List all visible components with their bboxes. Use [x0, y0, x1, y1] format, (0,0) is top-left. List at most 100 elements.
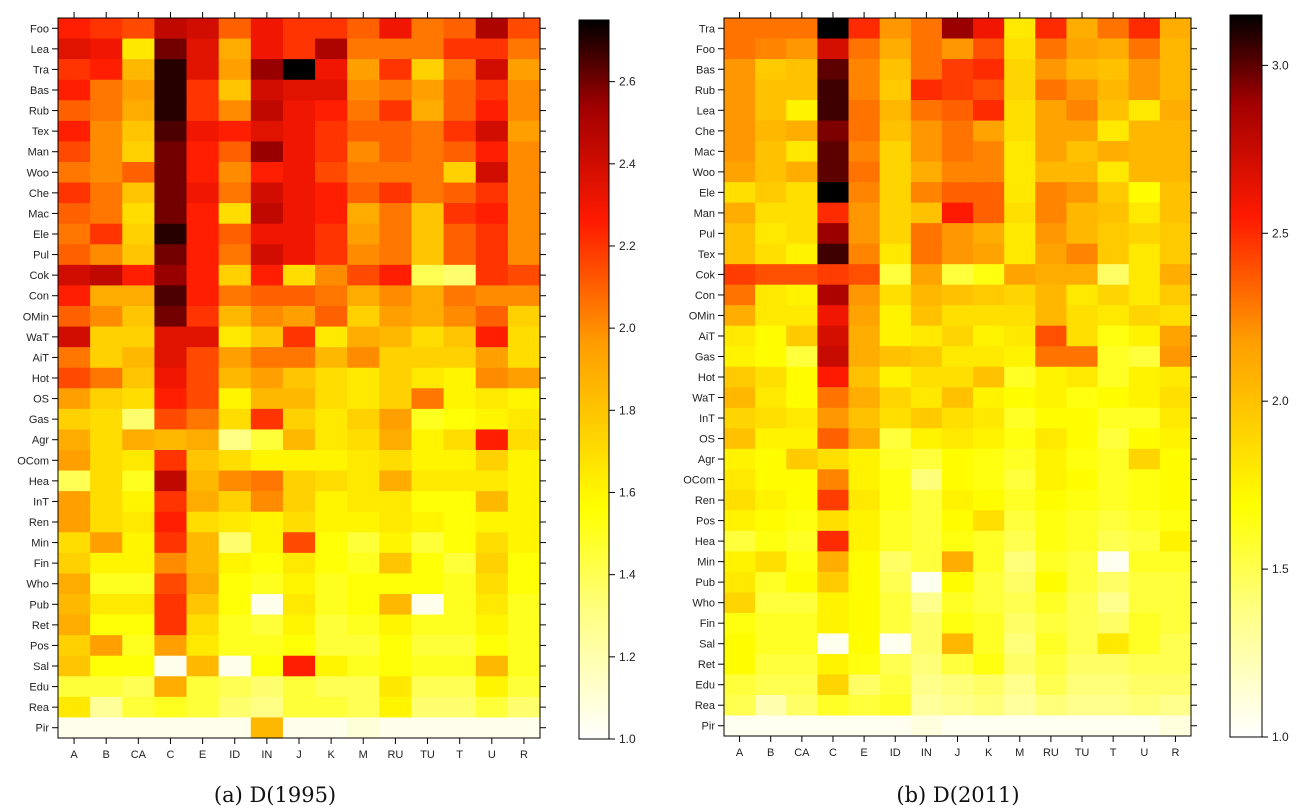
heatmap-cell: [1066, 448, 1099, 470]
heatmap-cell: [90, 79, 123, 101]
heatmap-cell: [1159, 407, 1192, 429]
heatmap-cell: [122, 203, 155, 225]
heatmap-cell: [90, 18, 123, 40]
heatmap-cell: [90, 100, 123, 122]
y-tick-label: Tra: [699, 23, 716, 35]
heatmap-cell: [1159, 243, 1192, 265]
heatmap-cell: [1004, 674, 1036, 696]
y-tick-label: Sal: [699, 639, 715, 651]
heatmap-cell: [973, 715, 1005, 737]
heatmap-cell: [282, 326, 316, 348]
heatmap-cell: [941, 141, 974, 163]
heatmap-cell: [218, 696, 252, 719]
heatmap-cell: [122, 450, 155, 472]
heatmap-cell: [1035, 100, 1068, 122]
heatmap-cell: [411, 120, 445, 143]
heatmap-cell: [724, 100, 756, 122]
heatmap-cell: [879, 592, 912, 614]
heatmap-cell: [122, 573, 155, 595]
heatmap-cell: [475, 676, 509, 698]
heatmap-cell: [411, 491, 445, 513]
x-tick-label: E: [199, 749, 206, 761]
heatmap-cell: [347, 18, 380, 40]
heatmap-cell: [786, 571, 818, 593]
heatmap-cell: [315, 429, 348, 451]
heatmap-cell: [443, 614, 477, 636]
heatmap-cell: [786, 120, 818, 142]
heatmap-cell: [90, 532, 123, 554]
heatmap-cell: [90, 614, 123, 636]
heatmap-cell: [443, 388, 477, 410]
heatmap-cell: [90, 223, 123, 245]
heatmap-cell: [411, 635, 445, 657]
y-tick-label: Lea: [697, 105, 716, 117]
x-tick-label: IN: [261, 749, 272, 761]
heatmap-cell: [755, 551, 787, 573]
heatmap-cell: [1128, 100, 1161, 122]
heatmap-cell: [186, 491, 220, 513]
x-tick-label: R: [520, 749, 528, 761]
heatmap-cell: [910, 715, 943, 737]
heatmap-cell: [411, 594, 445, 616]
heatmap-cell: [1097, 489, 1130, 511]
heatmap-cell: [90, 635, 123, 657]
heatmap-cell: [90, 696, 123, 719]
heatmap-cell: [1066, 551, 1099, 573]
heatmap-cell: [879, 202, 912, 224]
heatmap-cell: [475, 59, 509, 81]
y-tick-label: Woo: [27, 167, 49, 179]
heatmap-cell: [315, 264, 348, 287]
heatmap-cell: [973, 79, 1005, 101]
y-tick-label: OCom: [17, 455, 49, 467]
heatmap-cell: [218, 38, 252, 60]
heatmap-cell: [910, 592, 943, 614]
heatmap-cell: [755, 346, 787, 368]
heatmap-cell: [724, 510, 756, 532]
heatmap-cell: [879, 120, 912, 142]
heatmap-cell: [154, 141, 188, 163]
heatmap-cell: [475, 100, 509, 122]
heatmap-cell: [724, 694, 756, 717]
heatmap-cell: [1066, 428, 1099, 450]
heatmap-cell: [411, 450, 445, 472]
heatmap-cell: [347, 655, 380, 677]
heatmap-cell: [250, 38, 284, 60]
y-tick-label: Che: [695, 126, 715, 138]
heatmap-cell: [879, 633, 912, 655]
heatmap-cell: [724, 612, 756, 635]
heatmap-cell: [186, 594, 220, 616]
heatmap-cell: [475, 717, 509, 739]
heatmap-cell: [1004, 182, 1036, 204]
heatmap-cell: [154, 594, 188, 616]
heatmap-cell: [186, 18, 220, 40]
heatmap-cell: [379, 182, 413, 204]
heatmap-cell: [186, 655, 220, 677]
heatmap-cell: [1004, 161, 1036, 183]
heatmap-cell: [755, 571, 787, 593]
heatmap-cell: [315, 223, 348, 245]
heatmap-cell: [347, 79, 380, 101]
heatmap-cell: [122, 594, 155, 616]
heatmap-cell: [347, 594, 380, 616]
heatmap-cell: [1128, 489, 1161, 511]
heatmap-cell: [1066, 674, 1099, 696]
y-tick-label: Lea: [31, 44, 50, 56]
heatmap-cell: [1066, 469, 1099, 491]
heatmap-cell: [848, 38, 881, 60]
heatmap-cell: [973, 510, 1005, 532]
heatmap-cell: [848, 202, 881, 224]
heatmap-cell: [910, 448, 943, 470]
heatmap-cell: [1004, 325, 1036, 347]
heatmap-cell: [755, 100, 787, 122]
heatmap-cell: [941, 161, 974, 183]
heatmap-cell: [786, 530, 818, 552]
heatmap-cell: [1066, 694, 1099, 717]
heatmap-cell: [315, 696, 348, 719]
heatmap-cell: [1159, 284, 1192, 306]
heatmap-cell: [1035, 346, 1068, 368]
heatmap-cell: [411, 552, 445, 575]
heatmap-cell: [724, 407, 756, 429]
heatmap-cell: [443, 717, 477, 739]
heatmap-cell: [973, 223, 1005, 245]
